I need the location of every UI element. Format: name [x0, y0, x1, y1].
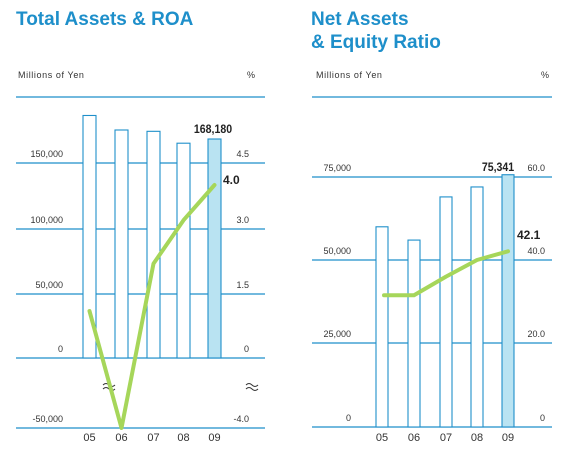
x-tick-label: 07: [147, 432, 159, 444]
y-tick-label-left: 0: [346, 413, 351, 423]
y-tick-label-right: 20.0: [527, 329, 545, 339]
y-tick-label-left: 25,000: [323, 329, 351, 339]
bar: [375, 226, 389, 428]
x-tick-label: 08: [471, 432, 483, 444]
title-line-2: & Equity Ratio: [311, 32, 441, 53]
y-tick-label-left: 50,000: [35, 280, 63, 290]
x-tick-label: 08: [177, 432, 189, 444]
data-label-roa: 4.0: [223, 173, 240, 187]
axis-break-mark: [245, 387, 259, 391]
bar: [470, 186, 484, 428]
y-tick-label-left: 0: [58, 344, 63, 354]
y-tick-label-right: 1.5: [236, 280, 249, 290]
y-tick-label-right: 0: [540, 413, 545, 423]
bar: [146, 130, 161, 359]
chart-title-net-assets: Net Assets & Equity Ratio: [311, 8, 441, 54]
left-chart-unit-left: Millions of Yen: [18, 70, 85, 80]
x-tick-label: 06: [408, 432, 420, 444]
chart-title-total-assets: Total Assets & ROA: [16, 8, 193, 31]
y-tick-label-right: -4.0: [233, 414, 249, 424]
data-label-net-assets: 75,341: [482, 161, 514, 174]
y-tick-label-left: 150,000: [30, 149, 63, 159]
y-tick-label-left: -50,000: [32, 414, 63, 424]
x-tick-label: 05: [376, 432, 388, 444]
bar: [114, 129, 129, 359]
data-label-total-assets: 168,180: [194, 123, 232, 136]
bar: [176, 142, 191, 359]
y-tick-label-left: 50,000: [323, 246, 351, 256]
x-tick-label: 07: [440, 432, 452, 444]
y-tick-label-right: 0: [244, 344, 249, 354]
x-tick-label: 09: [208, 432, 220, 444]
y-tick-label-left: 75,000: [323, 163, 351, 173]
title-line-1: Net Assets: [311, 9, 409, 30]
bar: [207, 138, 222, 359]
y-tick-label-right: 40.0: [527, 246, 545, 256]
x-tick-label: 06: [115, 432, 127, 444]
right-chart-unit-right: %: [541, 70, 550, 80]
bar: [82, 114, 97, 359]
bar: [439, 196, 453, 428]
y-tick-label-left: 100,000: [30, 215, 63, 225]
right-chart-unit-left: Millions of Yen: [316, 70, 383, 80]
x-tick-label: 05: [83, 432, 95, 444]
bar: [501, 174, 515, 428]
y-tick-label-right: 4.5: [236, 149, 249, 159]
x-tick-label: 09: [502, 432, 514, 444]
left-chart-unit-right: %: [247, 70, 256, 80]
axis-break-mark: [245, 383, 259, 387]
data-label-equity-ratio: 42.1: [517, 228, 541, 242]
y-tick-label-right: 60.0: [527, 163, 545, 173]
bar: [407, 239, 421, 428]
title-line-1: Total Assets & ROA: [16, 9, 194, 30]
y-tick-label-right: 3.0: [236, 215, 249, 225]
equity-ratio-line: [382, 249, 510, 298]
